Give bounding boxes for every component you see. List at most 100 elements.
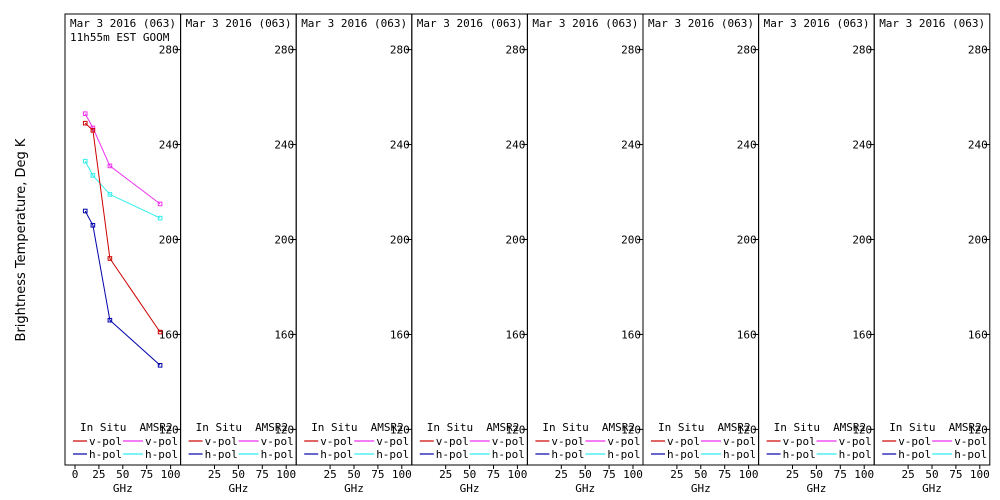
- panel-5: Mar 3 2016 (063) 120 160 200 240 280 25 50 75 100…: [526, 13, 644, 495]
- legend-label: h-pol: [436, 448, 469, 461]
- legend-label: v-pol: [205, 435, 238, 448]
- x-tick-label: 100: [507, 468, 527, 481]
- x-tick-label: 75: [256, 468, 269, 481]
- legend-label: v-pol: [320, 435, 353, 448]
- y-axis-label: Brightness Temperature, Deg K: [14, 138, 29, 341]
- legend-label: h-pol: [205, 448, 238, 461]
- legend-label: v-pol: [436, 435, 469, 448]
- y-tick-label: 200: [390, 234, 410, 247]
- y-tick-label: 240: [506, 139, 526, 152]
- legend-label: h-pol: [551, 448, 584, 461]
- data-point: [107, 317, 113, 323]
- legend-title-amsr2: AMSR2: [139, 421, 172, 434]
- legend-title-in-situ: In Situ: [658, 421, 704, 434]
- legend-label: v-pol: [145, 435, 178, 448]
- legend-title-in-situ: In Situ: [196, 421, 242, 434]
- x-tick-label: 50: [925, 468, 938, 481]
- x-tick-label: 75: [140, 468, 153, 481]
- panel-title: Mar 3 2016 (063): [301, 17, 407, 30]
- legend-label: v-pol: [954, 435, 987, 448]
- x-tick-label: 25: [786, 468, 799, 481]
- legend-label: h-pol: [320, 448, 353, 461]
- x-axis-label: GHz: [691, 482, 711, 495]
- data-point: [82, 158, 88, 164]
- y-tick-label: 280: [390, 44, 410, 57]
- y-tick-label: 120: [968, 423, 988, 436]
- y-tick-label: 120: [852, 423, 872, 436]
- panel-4: Mar 3 2016 (063) 120 160 200 240 280 25 50 75 100…: [411, 13, 528, 495]
- legend-label: h-pol: [783, 448, 816, 461]
- panel-title: Mar 3 2016 (063): [186, 17, 292, 30]
- legend-title-amsr2: AMSR2: [486, 421, 519, 434]
- legend-label: v-pol: [376, 435, 409, 448]
- legend-title-in-situ: In Situ: [80, 421, 126, 434]
- x-tick-label: 0: [72, 468, 79, 481]
- y-tick-label: 160: [737, 328, 757, 341]
- x-tick-label: 100: [161, 468, 181, 481]
- data-point: [90, 173, 96, 178]
- x-tick-label: 25: [323, 468, 336, 481]
- x-tick-label: 100: [739, 468, 759, 481]
- x-tick-label: 50: [694, 468, 707, 481]
- data-point: [107, 163, 113, 169]
- x-tick-label: 100: [854, 468, 874, 481]
- legend-title-in-situ: In Situ: [311, 421, 357, 434]
- legend-title-in-situ: In Situ: [427, 421, 473, 434]
- y-tick-label: 280: [506, 44, 526, 57]
- data-point: [157, 215, 163, 221]
- y-tick-label: 120: [390, 423, 410, 436]
- y-tick-label: 280: [737, 44, 757, 57]
- legend-label: h-pol: [667, 448, 700, 461]
- legend-label: v-pol: [667, 435, 700, 448]
- legend-label: h-pol: [492, 448, 525, 461]
- x-tick-label: 100: [276, 468, 296, 481]
- panel-title: Mar 3 2016 (063): [70, 17, 176, 30]
- legend-label: v-pol: [898, 435, 931, 448]
- legend-label: h-pol: [145, 448, 178, 461]
- panel-title: Mar 3 2016 (063): [648, 17, 754, 30]
- legend-title-amsr2: AMSR2: [949, 421, 982, 434]
- x-axis-label: GHz: [575, 482, 595, 495]
- y-tick-label: 200: [737, 234, 757, 247]
- data-point: [107, 192, 113, 197]
- y-tick-label: 240: [852, 139, 872, 152]
- y-tick-label: 160: [390, 328, 410, 341]
- x-tick-label: 75: [949, 468, 962, 481]
- data-point: [82, 208, 88, 214]
- legend-title-amsr2: AMSR2: [833, 421, 866, 434]
- x-tick-label: 75: [487, 468, 500, 481]
- y-tick-label: 120: [159, 423, 179, 436]
- y-tick-label: 200: [274, 234, 294, 247]
- y-tick-label: 120: [274, 423, 294, 436]
- series-line-insitu_h: [84, 210, 161, 366]
- x-tick-label: 75: [718, 468, 731, 481]
- y-tick-label: 200: [506, 234, 526, 247]
- legend-label: h-pol: [607, 448, 640, 461]
- x-tick-label: 25: [439, 468, 452, 481]
- y-tick-label: 240: [737, 139, 757, 152]
- y-tick-label: 280: [852, 44, 872, 57]
- y-tick-label: 280: [621, 44, 641, 57]
- data-point: [90, 222, 96, 228]
- y-tick-label: 200: [621, 234, 641, 247]
- y-tick-label: 200: [968, 234, 988, 247]
- legend-title-amsr2: AMSR2: [717, 421, 750, 434]
- y-tick-label: 240: [159, 139, 179, 152]
- x-tick-label: 75: [602, 468, 615, 481]
- x-tick-label: 25: [208, 468, 221, 481]
- legend-title-in-situ: In Situ: [542, 421, 588, 434]
- panel-3: Mar 3 2016 (063) 120 160 200 240 280 25 50 75 100…: [295, 13, 413, 495]
- x-tick-label: 100: [623, 468, 643, 481]
- y-tick-label: 240: [621, 139, 641, 152]
- legend-label: v-pol: [261, 435, 294, 448]
- data-point: [157, 201, 163, 207]
- x-axis-label: GHz: [806, 482, 826, 495]
- x-tick-label: 75: [834, 468, 847, 481]
- panel-8: Mar 3 2016 (063) 120 160 200 240 280 25 50 75 100…: [873, 13, 991, 495]
- panel-6: Mar 3 2016 (063) 120 160 200 240 280 25 50 75 100…: [642, 13, 760, 495]
- legend-title-amsr2: AMSR2: [255, 421, 288, 434]
- data-point: [157, 329, 163, 335]
- y-tick-label: 240: [968, 139, 988, 152]
- y-tick-label: 160: [621, 328, 641, 341]
- legend-label: h-pol: [376, 448, 409, 461]
